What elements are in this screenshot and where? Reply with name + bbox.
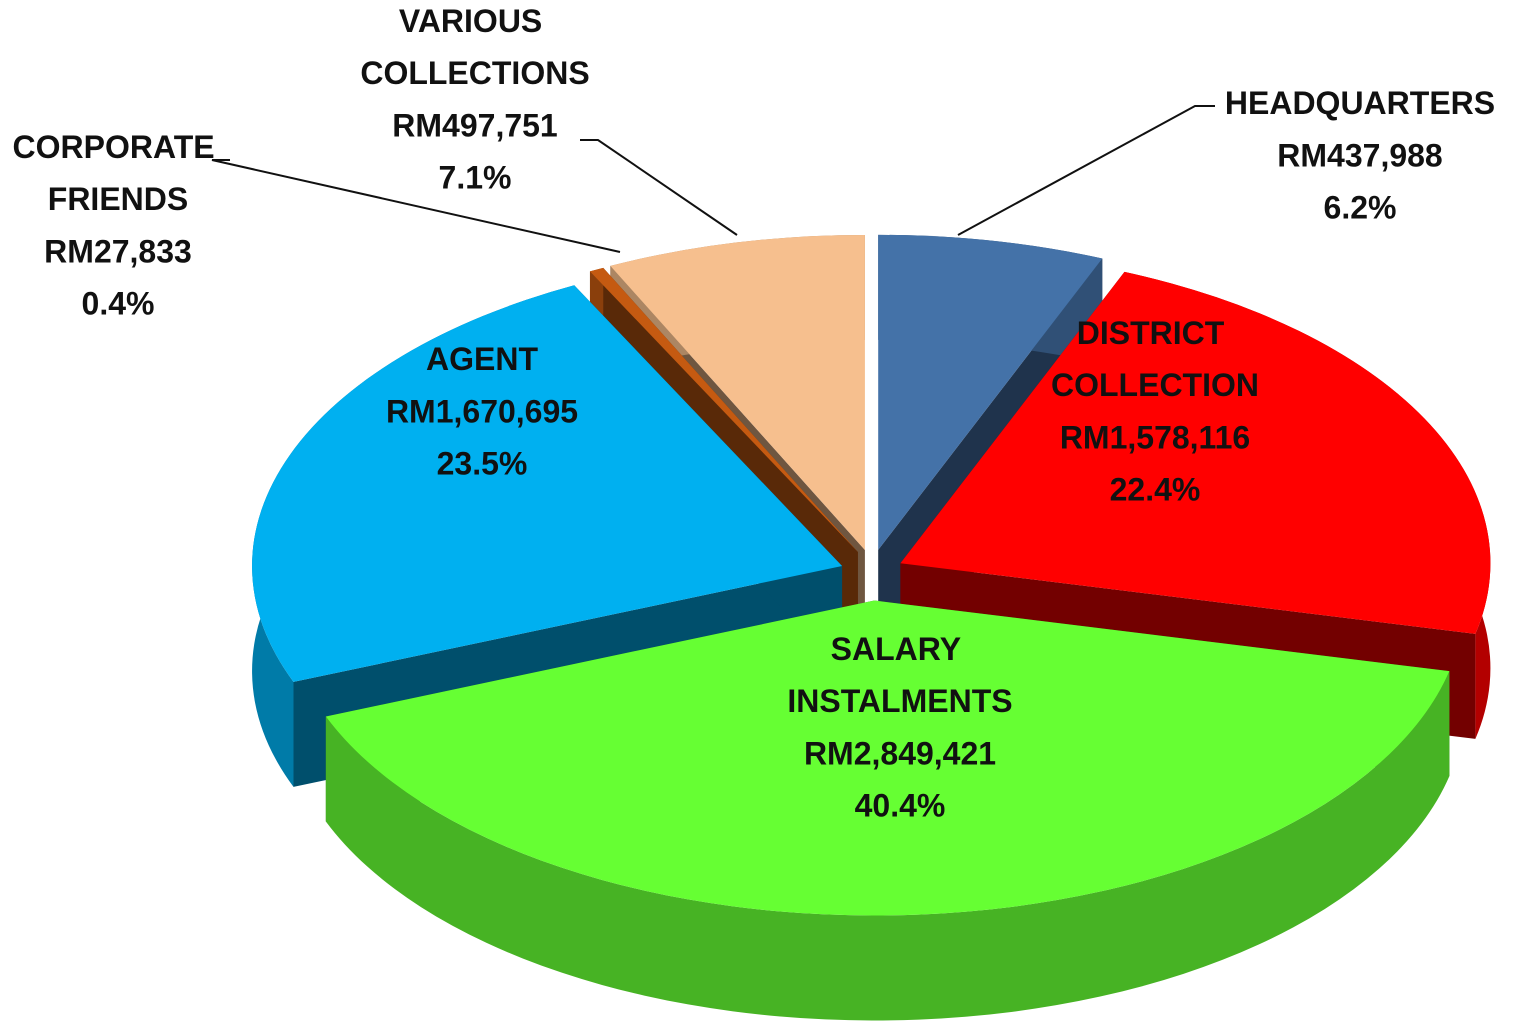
percent-label: 23.5% [437,445,528,481]
amount-label: RM27,833 [44,233,192,269]
data-label: VARIOUS COLLECTIONS RM497,751 7.1% [360,3,738,236]
category-label: AGENT [426,341,538,377]
percent-label: 22.4% [1110,471,1201,507]
data-label: AGENT RM1,670,695 23.5% [386,341,578,481]
labels: HEADQUARTERS RM437,988 6.2% DISTRICT COLLEC… [13,3,1496,823]
slice-top [610,235,865,551]
category-label: VARIOUS COLLECTIONS [360,3,589,91]
data-label: HEADQUARTERS RM437,988 6.2% [957,85,1495,236]
category-label: CORPORATE FRIENDS [13,129,224,217]
slice-top [589,267,858,553]
percent-label: 40.4% [855,787,946,823]
data-label: DISTRICT COLLECTION RM1,578,116 22.4% [1051,315,1259,507]
pie [252,234,1491,1021]
data-label: SALARY INSTALMENTS RM2,849,421 40.4% [787,631,1012,823]
slice-top [900,271,1491,634]
slice [325,600,1450,1021]
amount-label: RM437,988 [1277,137,1442,173]
slice-top [252,285,843,682]
slice-top [325,600,1450,916]
percent-label: 7.1% [439,159,512,195]
amount-label: RM497,751 [392,107,557,143]
leader-line [211,159,621,253]
data-label: CORPORATE FRIENDS RM27,833 0.4% [13,129,621,321]
category-label: SALARY INSTALMENTS [787,631,1012,719]
leader-line [580,139,738,236]
amount-label: RM2,849,421 [804,735,996,771]
slice-top [878,234,1103,550]
leader-line [957,105,1215,236]
amount-label: RM1,670,695 [386,393,578,429]
category-label: HEADQUARTERS [1225,85,1495,121]
category-label: DISTRICT COLLECTION [1051,315,1259,403]
percent-label: 0.4% [82,285,155,321]
slice-rim [325,671,1450,1021]
amount-label: RM1,578,116 [1060,419,1250,455]
percent-label: 6.2% [1324,189,1397,225]
